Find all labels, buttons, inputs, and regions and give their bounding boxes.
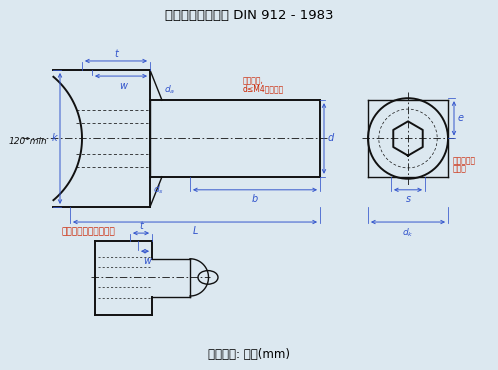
Text: $d_s$: $d_s$ [153,184,164,196]
Text: d≤M4不需倒角: d≤M4不需倒角 [243,84,284,93]
Text: b: b [252,194,258,204]
Text: 尺寸单位: 毫米(mm): 尺寸单位: 毫米(mm) [208,349,290,361]
Text: e: e [458,113,464,123]
Text: 允许选择的孔的形式：: 允许选择的孔的形式： [62,227,116,236]
Text: s: s [405,194,410,204]
Text: k: k [51,134,57,144]
Text: 未说明角,: 未说明角, [243,76,264,85]
Text: t: t [139,221,143,231]
Text: L: L [192,226,198,236]
Text: $d_a$: $d_a$ [164,84,175,96]
Text: w: w [143,256,151,266]
Text: w: w [119,81,127,91]
Text: $d_k$: $d_k$ [402,226,414,239]
Text: 允倒口: 允倒口 [453,165,467,174]
Text: d: d [328,134,334,144]
Text: 120°min: 120°min [8,137,47,146]
Text: 允计略剥圆: 允计略剥圆 [453,157,476,166]
Text: t: t [114,49,118,59]
Text: 内六角圆柱头螺钉 DIN 912 - 1983: 内六角圆柱头螺钉 DIN 912 - 1983 [165,9,333,22]
